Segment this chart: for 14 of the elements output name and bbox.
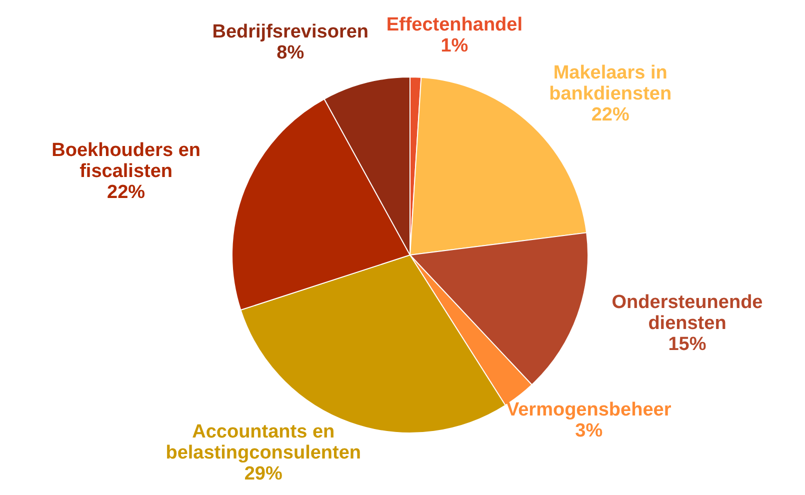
data-label: 1% [440,36,468,57]
slice-label: Vermogensbeheer [506,399,672,420]
data-label: 15% [668,334,706,355]
data-label: 8% [276,42,304,64]
slice-label: Effectenhandel [386,14,523,36]
slice-label: Ondersteunende diensten [612,292,763,334]
slice-label: Makelaars in bankdiensten [549,62,672,104]
data-label: 22% [107,182,146,203]
slice-label: Boekhouders en fiscalisten [52,140,201,182]
slice-label: Bedrijfsrevisoren [212,21,369,42]
data-label: 3% [575,420,603,442]
data-label: 29% [244,463,282,484]
slice-label: Accountants en belastingconsulenten [166,421,362,464]
data-label: 22% [591,104,630,126]
